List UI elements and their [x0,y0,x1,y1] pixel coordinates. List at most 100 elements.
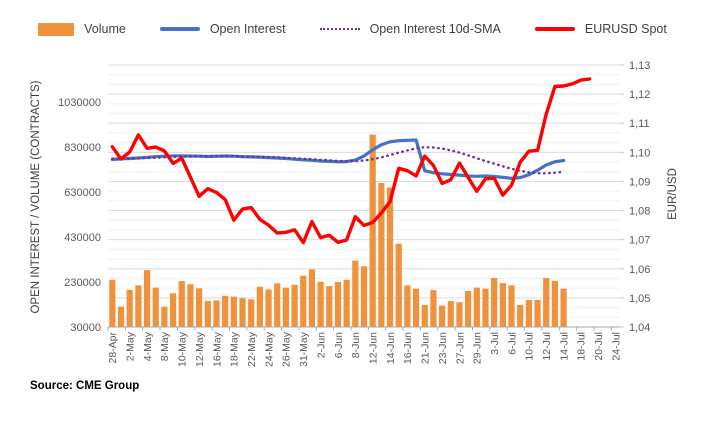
x-axis-tick-label: 14-Jul [558,332,570,361]
open-interest-10d-sma-line [111,145,565,175]
left-axis-tick-label: 430000 [64,232,101,244]
volume-bar [187,284,194,327]
volume-bar [360,266,368,327]
left-axis-tick-label: 830000 [64,142,101,154]
volume-bar [213,300,220,327]
volume-bar [447,301,454,327]
gridlines [108,64,620,328]
x-axis-tick-label: 14-Jun [385,332,397,364]
legend-label: Open Interest [209,22,286,36]
legend-item-oi-sma: Open Interest 10d-SMA [319,22,501,36]
x-axis-tick-label: 8-May [159,331,171,361]
volume-bar [126,289,133,327]
x-axis-tick-label: 3-Jul [489,332,501,355]
volume-bar [378,183,385,327]
legend-label: Volume [84,22,126,36]
x-axis-tick-label: 6-Jun [333,332,345,358]
right-axis-tick-label: 1,07 [629,235,650,247]
volume-bar [412,288,420,327]
eurusd-spot-line [110,77,592,245]
open-interest-line [110,138,566,180]
x-axis-tick-label: 2-May [124,331,136,361]
x-axis-tick-label: 18-Jul [576,332,588,361]
volume-bar [282,287,289,327]
left-axis-tick-label: 230000 [64,277,101,289]
volume-bar [430,290,437,327]
x-axis-tick-label: 31-May [298,331,310,367]
x-axis-tick-label: 2-Jun [315,332,327,358]
x-axis-tick-label: 29-Jun [472,332,484,364]
volume-bar [369,134,376,327]
right-axis-tick-label: 1,05 [629,293,650,305]
oi-sma-swatch-icon [319,28,360,30]
right-axis-tick-label: 1,11 [629,118,650,130]
volume-bar [465,291,472,327]
x-axis [107,64,624,331]
volume-bar [109,279,116,327]
volume-bar [169,293,177,327]
volume-bar [551,280,559,327]
x-axis-tick-label: 21-Jun [420,332,432,364]
volume-bar [499,283,506,327]
volume-bar [543,277,550,327]
volume-bar [560,288,567,327]
volume-bar [517,304,524,327]
right-axis-tick-label: 1,10 [629,147,650,159]
volume-bars [109,134,567,327]
volume-swatch-icon [38,22,75,36]
x-axis-tick-label: 28-Apr [107,331,119,363]
volume-bar [291,284,298,327]
volume-bar [274,283,281,327]
source-caption: Source: CME Group [30,380,140,392]
volume-bar [239,298,246,327]
x-axis-tick-label: 4-May [142,331,154,361]
right-axis-tick-label: 1,06 [629,264,650,276]
left-axis-tick-label: 630000 [64,187,101,199]
volume-bar [386,187,394,327]
legend-item-eurusd-spot: EURUSD Spot [534,22,667,36]
right-axis-tick-label: 1,13 [629,60,650,72]
volume-bar [256,286,263,327]
left-axis-tick-label: 1030000 [58,97,101,109]
right-axis-tick-label: 1,04 [629,322,650,334]
volume-bar [482,288,489,327]
volume-bar [230,296,237,327]
volume-bar [152,287,159,327]
right-axis-tick-label: 1,08 [629,206,650,218]
volume-bar [352,260,359,327]
axis-tick-labels: 30000 230000 430000 630000 830000 1030000 1,04… [58,60,650,367]
volume-bar [508,285,515,327]
legend: Volume Open Interest Open Interest 10d-S… [0,22,705,36]
x-axis-tick-label: 20-Jul [593,332,605,361]
volume-bar [491,277,498,327]
volume-bar [196,288,203,327]
eurusd-spot-swatch-icon [534,27,575,31]
volume-bar [265,289,272,327]
volume-bar [222,295,229,327]
volume-bar [300,275,307,327]
x-axis-tick-label: 27-Jun [454,332,466,364]
volume-bar [308,269,316,327]
volume-bar [204,300,211,327]
volume-bar [334,282,342,327]
x-axis-tick-label: 12-May [194,331,206,367]
legend-item-open-interest: Open Interest [159,22,286,36]
x-axis-tick-label: 6-Jul [506,332,518,355]
x-axis-tick-label: 26-May [281,331,293,367]
legend-label: EURUSD Spot [584,22,667,36]
volume-bar [143,270,151,327]
volume-bar [439,305,446,327]
volume-bar [456,302,463,327]
volume-bar [534,300,541,327]
open-interest-swatch-icon [159,27,200,31]
volume-bar [473,287,480,327]
volume-bar [343,279,350,327]
volume-bar [178,281,185,327]
volume-bar [421,304,428,327]
x-axis-tick-label: 12-Jul [541,332,553,361]
volume-bar [395,243,402,327]
volume-bar [525,300,532,327]
left-axis-tick-label: 30000 [70,322,101,334]
volume-bar [117,306,125,327]
x-axis-tick-label: 18-May [229,331,241,367]
